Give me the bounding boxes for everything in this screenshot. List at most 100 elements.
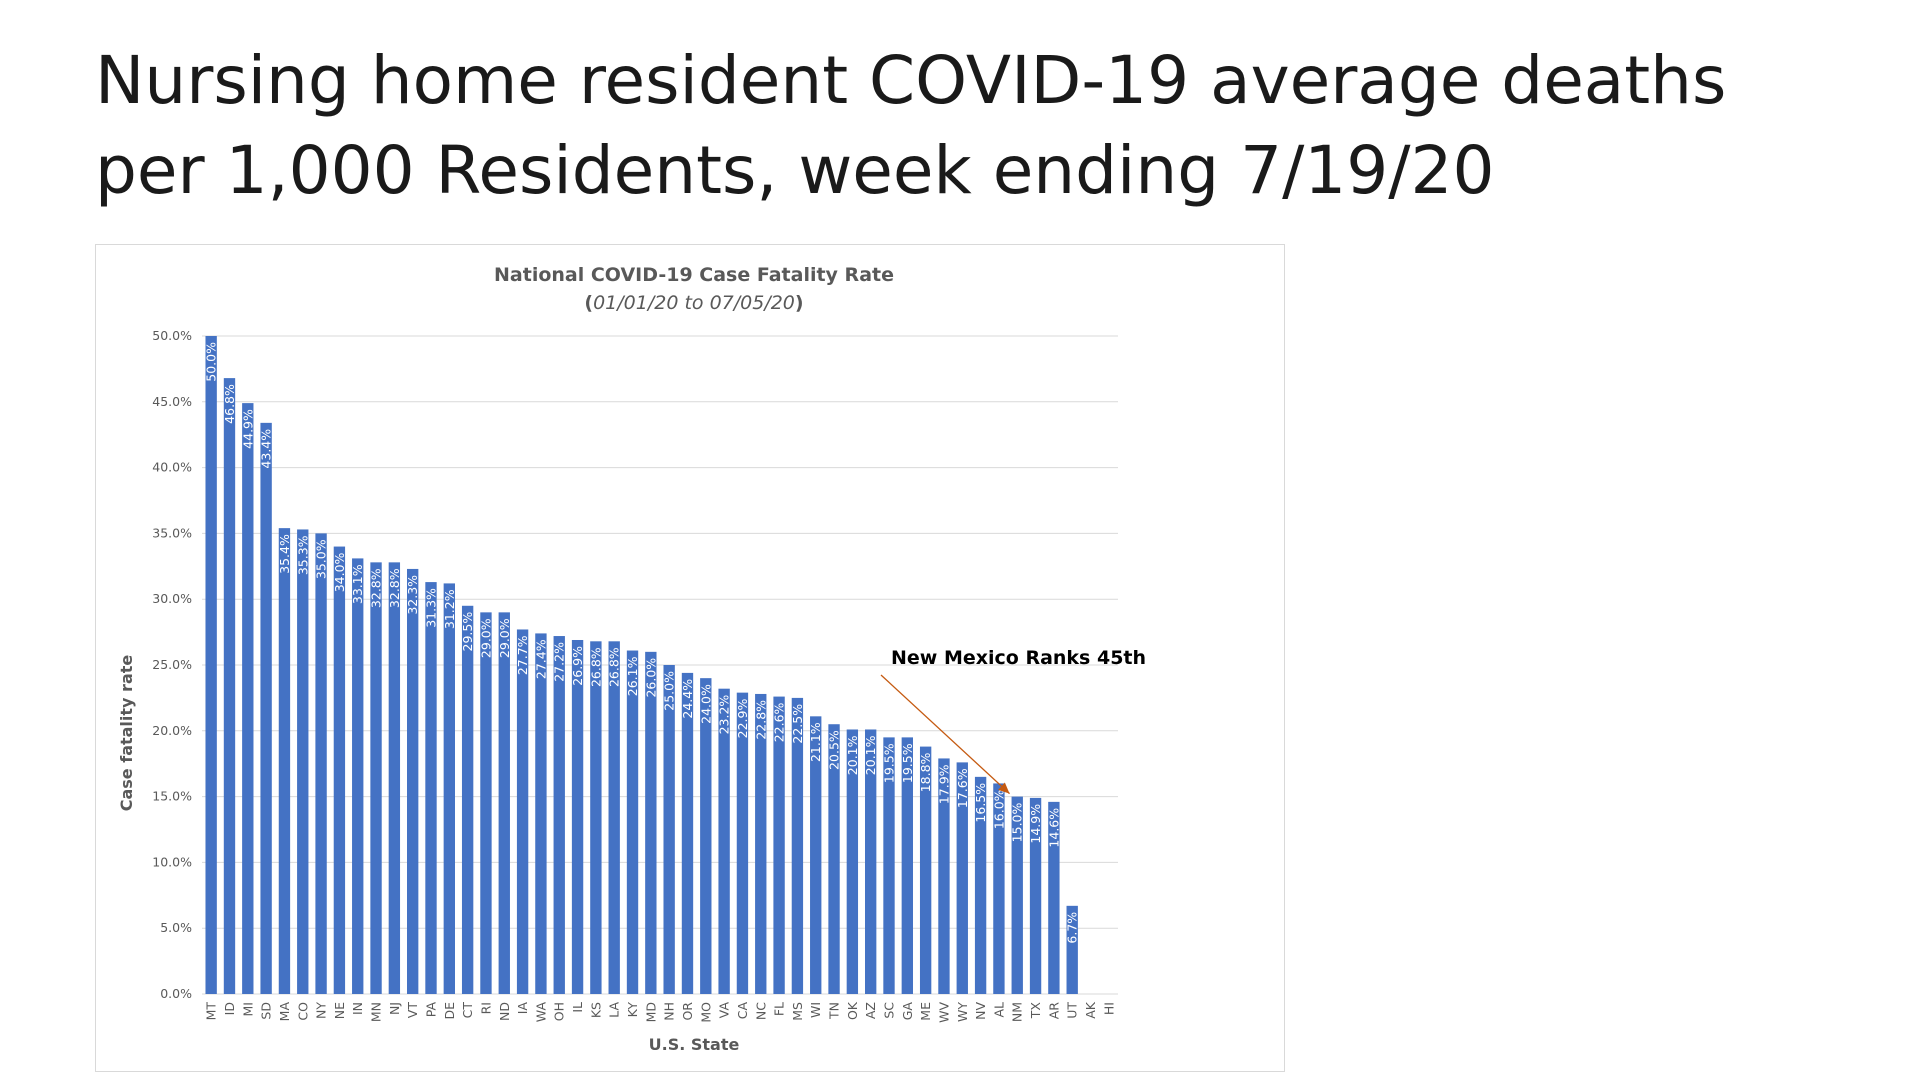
- bar-value-label: 17.9%: [936, 764, 951, 804]
- y-tick-label: 35.0%: [152, 525, 192, 540]
- x-axis-label: U.S. State: [649, 1035, 740, 1054]
- bar-vt: [407, 568, 419, 994]
- bar-value-label: 50.0%: [204, 342, 219, 382]
- slide-title-line-1: Nursing home resident COVID-19 average d…: [95, 42, 1727, 119]
- bar-ia: [516, 629, 529, 994]
- bar-me: [919, 746, 932, 994]
- bar-value-label: 16.5%: [973, 783, 988, 823]
- x-tick-label: NE: [332, 1002, 347, 1019]
- x-tick-label: IN: [350, 1002, 365, 1015]
- x-tick-label: RI: [478, 1002, 493, 1014]
- bar-ut: [1066, 905, 1078, 994]
- x-tick-label: HI: [1101, 1002, 1116, 1015]
- x-tick-label: OH: [552, 1002, 567, 1021]
- bar-value-label: 44.9%: [240, 409, 255, 449]
- bar-value-label: 19.5%: [882, 743, 897, 783]
- x-tick-label: UT: [1065, 1002, 1080, 1019]
- bar-value-label: 35.0%: [314, 539, 329, 579]
- x-tick-label: AZ: [863, 1002, 878, 1019]
- bar-value-label: 18.8%: [918, 752, 933, 792]
- bar-sc: [883, 737, 895, 994]
- subtitle-date-range: 01/01/20 to 07/05/20: [593, 292, 795, 314]
- bar-az: [865, 729, 877, 994]
- slide-title: Nursing home resident COVID-19 average d…: [95, 36, 1795, 216]
- x-tick-label: SD: [259, 1002, 274, 1020]
- bar-value-label: 35.3%: [295, 535, 310, 575]
- y-tick-label: 5.0%: [160, 920, 192, 935]
- x-tick-label: KY: [625, 1002, 640, 1018]
- x-tick-label: MN: [369, 1002, 384, 1022]
- y-tick-label: 0.0%: [160, 986, 192, 1001]
- bar-va: [718, 688, 730, 994]
- x-tick-label: PA: [424, 1002, 439, 1018]
- bar-value-label: 24.4%: [680, 679, 695, 719]
- bar-value-label: 26.8%: [588, 647, 603, 687]
- x-tick-label: NV: [973, 1002, 988, 1020]
- bar-value-label: 20.1%: [863, 735, 878, 775]
- bar-oh: [553, 636, 565, 994]
- bar-value-label: 26.8%: [607, 647, 622, 687]
- x-tick-label: MS: [790, 1002, 805, 1021]
- bar-ri: [480, 612, 492, 994]
- bar-nj: [388, 562, 401, 994]
- bar-value-label: 15.0%: [1010, 802, 1025, 842]
- bar-fl: [773, 696, 785, 994]
- bar-nc: [755, 693, 767, 994]
- subtitle-close-paren: ): [795, 292, 804, 314]
- bar-mn: [370, 562, 382, 994]
- bar-value-label: 17.6%: [955, 768, 970, 808]
- x-tick-label: AK: [1083, 1001, 1098, 1019]
- bar-tn: [828, 724, 840, 994]
- x-tick-label: NH: [662, 1002, 677, 1021]
- x-tick-label: OR: [680, 1002, 695, 1021]
- x-tick-label: FL: [772, 1002, 787, 1016]
- x-tick-label: CA: [735, 1002, 750, 1020]
- x-tick-label: ND: [497, 1002, 512, 1021]
- bar-value-label: 27.7%: [515, 635, 530, 675]
- x-tick-label: NJ: [387, 1002, 402, 1015]
- bar-value-label: 24.0%: [698, 684, 713, 724]
- x-tick-label: NY: [314, 1002, 329, 1019]
- bar-value-label: 19.5%: [900, 743, 915, 783]
- bar-md: [645, 651, 657, 994]
- bar-value-label: 16.0%: [991, 789, 1006, 829]
- x-tick-label: ME: [918, 1002, 933, 1021]
- bar-wi: [810, 716, 822, 994]
- bar-ks: [590, 641, 602, 994]
- bar-sd: [260, 422, 272, 994]
- bar-ok: [846, 729, 859, 994]
- bar-pa: [425, 582, 437, 994]
- y-tick-label: 45.0%: [152, 394, 192, 409]
- bar-value-label: 26.1%: [625, 656, 640, 696]
- bar-value-label: 43.4%: [259, 429, 274, 469]
- x-tick-label: IL: [570, 1002, 585, 1013]
- bar-value-label: 25.0%: [662, 671, 677, 711]
- bar-la: [608, 641, 620, 994]
- bar-value-label: 29.0%: [478, 618, 493, 658]
- x-tick-label: DE: [442, 1002, 457, 1020]
- y-axis-ticks: 0.0% 5.0% 10.0% 15.0% 20.0% 25.0% 30.0% 35.0% 40…: [152, 328, 192, 1001]
- bar-ct: [461, 605, 474, 994]
- bar-tx: [1029, 797, 1042, 994]
- x-tick-label: CO: [295, 1002, 310, 1021]
- x-tick-label: WA: [533, 1002, 548, 1023]
- bar-de: [443, 583, 455, 994]
- bar-ny: [315, 533, 327, 994]
- x-tick-label: ID: [222, 1002, 237, 1015]
- bar-il: [571, 639, 584, 994]
- x-tick-label: SC: [882, 1002, 897, 1019]
- annotation: New Mexico Ranks 45th: [880, 647, 1146, 795]
- bar-value-label: 32.8%: [387, 568, 402, 608]
- bar-value-label: 32.3%: [405, 575, 420, 615]
- x-tick-label: TX: [1028, 1002, 1043, 1020]
- y-axis-label: Case fatality rate: [117, 655, 136, 812]
- subtitle-open-paren: (: [584, 292, 593, 314]
- bar-mi: [242, 403, 254, 995]
- bar-value-label: 6.7%: [1065, 912, 1080, 944]
- x-tick-label: MI: [240, 1002, 255, 1016]
- bar-value-label: 34.0%: [332, 552, 347, 592]
- bar-value-label: 29.0%: [497, 618, 512, 658]
- annotation-arrow-head: [998, 782, 1010, 794]
- x-tick-label: MD: [643, 1002, 658, 1022]
- bar-al: [993, 783, 1005, 994]
